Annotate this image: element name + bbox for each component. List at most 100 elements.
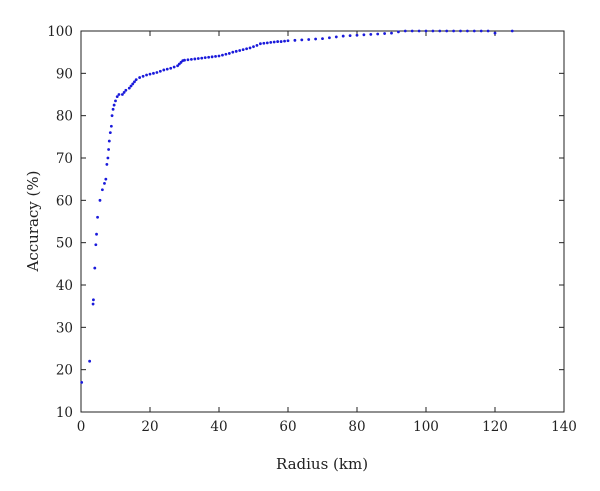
x-axis-label: Radius (km) xyxy=(276,455,368,473)
data-point xyxy=(169,66,173,70)
data-point xyxy=(98,198,102,202)
y-tick-label: 80 xyxy=(56,109,73,125)
data-point xyxy=(348,34,352,38)
data-point xyxy=(80,380,84,384)
data-point xyxy=(255,43,259,47)
data-point xyxy=(410,29,414,33)
data-point xyxy=(300,38,304,42)
data-point xyxy=(138,76,142,79)
x-axis: 0 20 40 60 80 100 120 140 xyxy=(77,31,577,435)
x-tick-label: 0 xyxy=(77,419,86,435)
data-point xyxy=(145,73,148,77)
x-tick-label: 80 xyxy=(348,419,365,435)
data-point xyxy=(328,36,331,40)
data-point xyxy=(133,80,136,84)
data-point xyxy=(158,69,162,73)
data-point xyxy=(472,29,476,33)
data-point xyxy=(383,32,386,35)
data-point xyxy=(355,33,359,37)
data-point xyxy=(493,31,497,35)
data-point xyxy=(186,58,190,62)
data-point xyxy=(238,49,242,52)
data-point xyxy=(272,40,276,44)
data-point xyxy=(452,29,455,33)
data-point xyxy=(479,29,483,33)
y-tick-label: 10 xyxy=(56,405,73,421)
data-point xyxy=(96,215,99,219)
data-point xyxy=(200,56,204,60)
data-point xyxy=(234,49,238,53)
y-axis-label: Accuracy (%) xyxy=(24,170,42,272)
data-point xyxy=(196,57,200,60)
data-point xyxy=(293,38,297,42)
data-point xyxy=(397,30,400,34)
y-axis: 10 20 30 40 50 60 70 80 90 100 xyxy=(47,24,564,421)
data-point xyxy=(341,34,345,38)
data-point xyxy=(252,45,255,49)
data-point xyxy=(112,103,116,107)
data-point xyxy=(92,298,95,302)
data-point xyxy=(141,74,145,78)
data-point xyxy=(390,31,393,35)
data-point xyxy=(115,95,119,99)
data-point xyxy=(307,38,311,41)
data-point xyxy=(286,39,290,43)
y-tick-label: 100 xyxy=(47,24,73,40)
data-point xyxy=(110,114,114,118)
y-tick-label: 20 xyxy=(56,363,73,379)
data-point xyxy=(262,41,266,45)
plot-area xyxy=(80,30,565,413)
data-point xyxy=(510,29,514,33)
data-point xyxy=(334,35,338,39)
x-tick-label: 20 xyxy=(141,419,158,435)
y-tick-label: 70 xyxy=(56,151,73,167)
data-point xyxy=(100,188,104,192)
data-point xyxy=(107,139,111,143)
data-point xyxy=(108,131,112,135)
data-point xyxy=(203,56,207,60)
data-point xyxy=(94,243,98,247)
data-point xyxy=(283,39,286,43)
data-point xyxy=(276,40,280,43)
data-point xyxy=(162,68,166,72)
data-point xyxy=(131,82,135,86)
data-point xyxy=(134,78,138,82)
data-point xyxy=(148,72,152,76)
data-point xyxy=(248,46,252,50)
data-point xyxy=(111,107,115,111)
x-tick-label: 140 xyxy=(551,419,577,435)
data-point xyxy=(177,62,181,66)
data-point xyxy=(224,52,228,56)
data-point xyxy=(376,32,380,36)
data-point xyxy=(179,60,183,64)
data-point xyxy=(107,148,110,151)
data-point xyxy=(106,156,110,160)
data-point xyxy=(459,29,462,33)
data-point xyxy=(190,57,193,61)
data-point xyxy=(438,29,442,33)
data-point xyxy=(369,32,373,36)
data-point xyxy=(214,55,217,58)
data-point xyxy=(193,57,197,61)
data-point xyxy=(279,40,283,43)
data-point xyxy=(321,37,324,41)
data-point xyxy=(445,29,449,33)
data-point xyxy=(121,93,124,96)
x-tick-label: 120 xyxy=(482,419,508,435)
data-point xyxy=(155,71,159,74)
data-point xyxy=(227,52,231,55)
data-point xyxy=(105,162,109,166)
data-point xyxy=(129,84,133,88)
data-point xyxy=(95,232,98,236)
data-point xyxy=(241,48,245,52)
data-point xyxy=(417,29,421,33)
data-point xyxy=(122,90,126,94)
data-series xyxy=(80,29,514,384)
data-point xyxy=(314,37,317,41)
data-point xyxy=(103,182,106,185)
x-tick-label: 100 xyxy=(413,419,439,435)
data-point xyxy=(486,29,490,33)
data-point xyxy=(466,29,469,33)
y-tick-label: 40 xyxy=(56,278,73,294)
data-point xyxy=(210,55,214,59)
